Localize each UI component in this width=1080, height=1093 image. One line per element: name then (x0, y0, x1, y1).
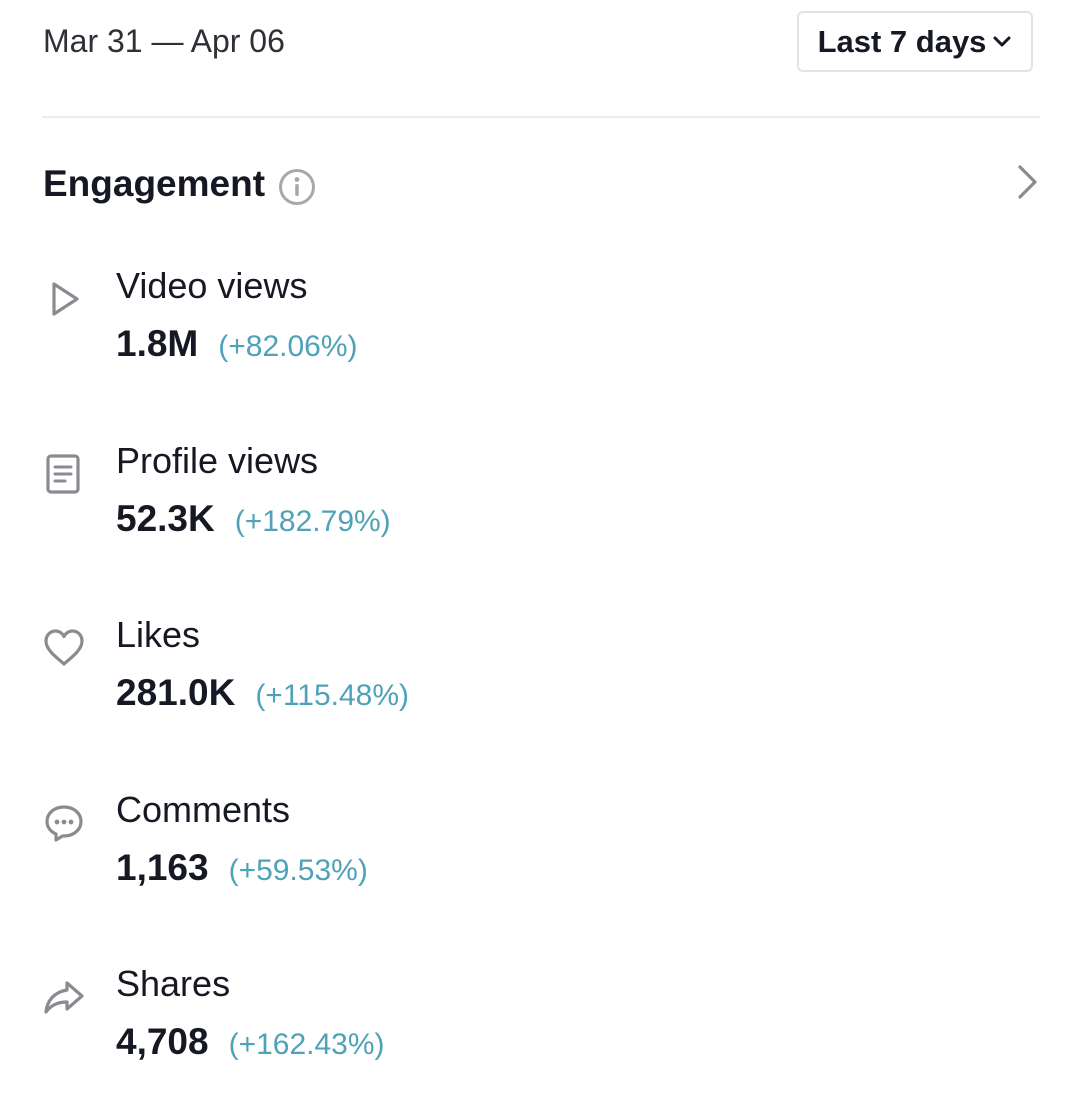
metric-change: (+82.06%) (218, 330, 358, 363)
metric-label: Shares (116, 963, 231, 1004)
share-arrow-icon (44, 981, 84, 1014)
profile-document-icon (46, 454, 80, 494)
metric-value: 281.0K (116, 672, 236, 713)
metric-change: (+59.53%) (228, 854, 368, 887)
metric-change: (+162.43%) (228, 1028, 385, 1061)
section-title-engagement: Engagement (43, 163, 266, 204)
comment-bubble-icon (45, 805, 83, 842)
metric-profile-views[interactable]: Profile views 52.3K (+182.79%) (0, 440, 1080, 570)
metric-value: 1,163 (116, 847, 209, 888)
date-range-dropdown[interactable]: Last 7 days (797, 11, 1033, 72)
metric-likes[interactable]: Likes 281.0K (+115.48%) (0, 614, 1080, 744)
date-range: Mar 31 — Apr 06 (43, 23, 285, 59)
metric-change: (+182.79%) (234, 505, 391, 538)
metric-change: (+115.48%) (255, 679, 410, 712)
header-divider (42, 116, 1040, 118)
date-range-dropdown-label: Last 7 days (817, 23, 987, 59)
metric-value: 52.3K (116, 498, 215, 539)
metric-label: Profile views (116, 440, 319, 481)
metric-label: Likes (116, 614, 201, 655)
info-icon[interactable] (277, 167, 317, 207)
metric-shares[interactable]: Shares 4,708 (+162.43%) (0, 963, 1080, 1093)
metric-video-views[interactable]: Video views 1.8M (+82.06%) (0, 265, 1080, 395)
metric-label: Video views (116, 265, 308, 306)
chevron-down-icon (993, 36, 1011, 46)
metric-label: Comments (116, 789, 291, 830)
metric-value: 4,708 (116, 1021, 209, 1062)
metric-comments[interactable]: Comments 1,163 (+59.53%) (0, 789, 1080, 919)
heart-icon (44, 629, 84, 666)
metric-value: 1.8M (116, 323, 199, 364)
play-icon (52, 282, 79, 316)
chevron-right-icon[interactable] (1014, 163, 1042, 201)
